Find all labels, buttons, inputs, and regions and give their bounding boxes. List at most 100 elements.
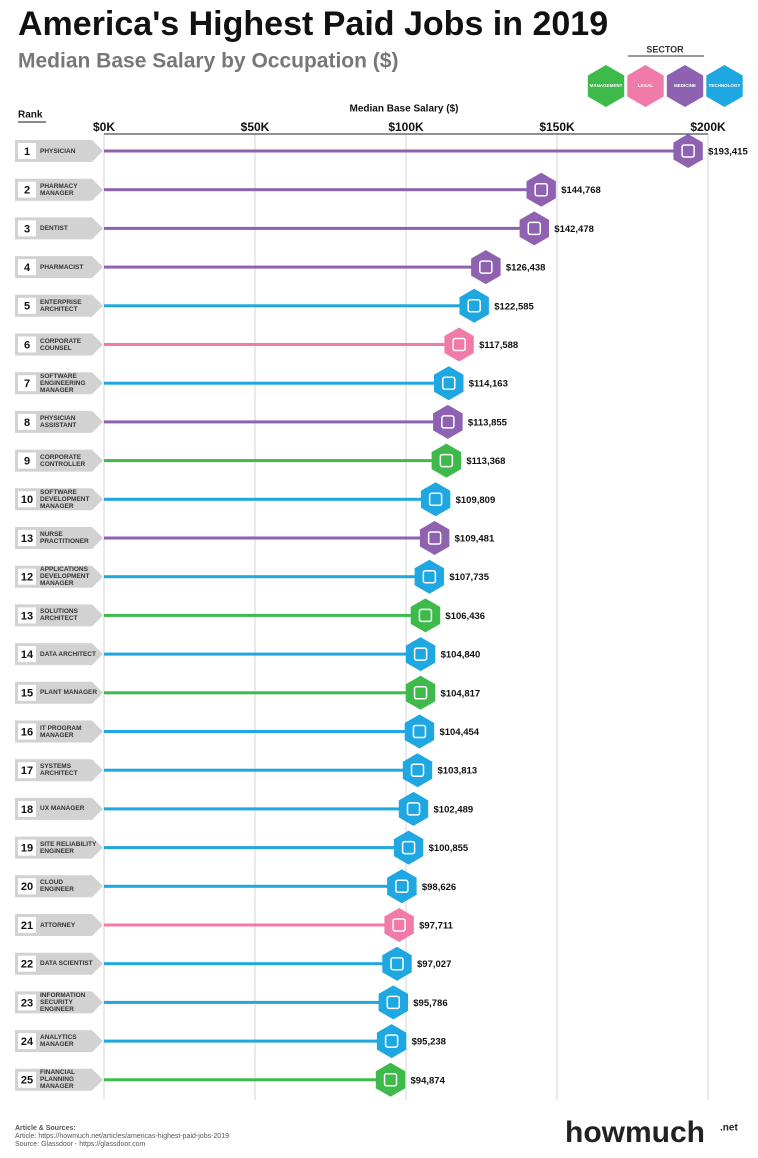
value-label: $122,585 <box>494 301 534 312</box>
occupation-label: CORPORATE COUNSEL <box>40 337 82 352</box>
rank-box <box>18 684 36 701</box>
label-plate <box>15 875 103 898</box>
rank-box <box>18 1033 36 1050</box>
rank: 8 <box>24 417 30 429</box>
icon-hex <box>404 714 435 749</box>
bar <box>104 459 447 463</box>
label-plate <box>15 720 103 743</box>
rank: 19 <box>21 843 33 855</box>
value-label: $113,368 <box>466 456 505 467</box>
rank-box <box>18 143 36 159</box>
label-plate <box>15 604 103 627</box>
icon-hex <box>419 521 450 555</box>
x-axis-title: Median Base Salary ($) <box>350 104 459 115</box>
rank: 22 <box>21 959 33 971</box>
bar <box>104 536 435 540</box>
x-tick-label: $50K <box>241 120 270 134</box>
label-plate <box>15 643 103 666</box>
rank-box <box>18 375 36 392</box>
icon-hex <box>431 443 462 478</box>
rank: 13 <box>21 533 33 545</box>
rank-box <box>18 762 36 779</box>
occupation-label: SOFTWARE ENGINEERING MANAGER <box>40 372 86 394</box>
bar <box>104 652 421 656</box>
rank-box <box>18 220 36 237</box>
occupation-label: PHYSICIAN ASSISTANT <box>40 414 77 429</box>
rank-box <box>18 723 36 740</box>
label-plate <box>15 140 103 162</box>
value-label: $98,626 <box>422 882 456 893</box>
legend-label: LEGAL <box>638 83 654 88</box>
rank: 6 <box>24 339 30 351</box>
bar <box>104 923 400 927</box>
icon-hex <box>375 1062 406 1097</box>
bar <box>104 381 449 385</box>
bar <box>104 575 430 579</box>
label-plate <box>15 565 103 588</box>
value-label: $109,481 <box>455 534 495 545</box>
icon-hex <box>519 211 549 246</box>
label-plate <box>15 217 103 240</box>
icon-glyph <box>418 608 433 623</box>
x-tick-label: $0K <box>93 120 115 134</box>
occupation-label: PHARMACIST <box>40 263 84 271</box>
occupation-label: UX MANAGER <box>40 805 85 813</box>
rank: 9 <box>24 456 30 468</box>
rank-box <box>18 568 36 585</box>
logo-suffix: .net <box>720 1123 738 1134</box>
icon-hex <box>405 675 436 710</box>
occupation-label: SYSTEMS ARCHITECT <box>40 763 78 778</box>
bar <box>104 962 398 966</box>
chart-subtitle: Median Base Salary by Occupation ($) <box>18 50 398 73</box>
bar <box>104 691 421 695</box>
value-label: $113,855 <box>468 417 508 428</box>
legend-label: MEDICINE <box>674 83 696 88</box>
label-plate <box>15 1030 103 1053</box>
icon-hex <box>410 598 441 633</box>
value-label: $104,840 <box>441 650 481 661</box>
occupation-label: SOLUTIONS ARCHITECT <box>40 608 78 623</box>
icon-hex <box>382 946 412 981</box>
occupation-label: ATTORNEY <box>40 921 76 929</box>
rank: 17 <box>21 765 33 777</box>
value-label: $109,809 <box>456 495 496 506</box>
bar <box>104 188 542 192</box>
bar <box>104 265 486 269</box>
icon-glyph <box>395 879 409 894</box>
occupation-label: ENTERPRISE ARCHITECT <box>40 298 82 313</box>
logo: howmuch <box>565 1116 705 1149</box>
occupation-label: NURSE PRACTITIONER <box>40 531 89 545</box>
label-plate <box>15 178 103 201</box>
bar <box>104 226 535 230</box>
icon-glyph <box>479 260 493 274</box>
icon-glyph <box>413 686 428 700</box>
label-plate <box>15 1068 103 1091</box>
rank: 25 <box>21 1075 33 1087</box>
rank: 24 <box>21 1036 34 1048</box>
icon-hex <box>378 985 408 1020</box>
bar <box>104 1000 394 1004</box>
value-label: $126,438 <box>506 263 546 274</box>
label-plate <box>15 333 103 356</box>
occupation-label: DENTIST <box>40 224 68 232</box>
occupation-label: APPLICATIONS DEVELOPMENT MANAGER <box>40 566 90 588</box>
rank-box <box>18 917 36 933</box>
bar <box>104 807 414 811</box>
icon-hex <box>387 869 417 904</box>
label-plate <box>15 681 103 704</box>
icon-glyph <box>467 299 481 313</box>
occupation-label: FINANCIAL PLANNING MANAGER <box>40 1069 75 1091</box>
icon-glyph <box>390 956 404 971</box>
icon-hex <box>384 908 414 942</box>
value-label: $102,489 <box>434 804 474 815</box>
icon-hex <box>673 134 703 168</box>
icon-hex <box>433 404 463 439</box>
bar <box>104 846 409 850</box>
legend-swatch <box>627 65 664 107</box>
value-label: $142,478 <box>554 224 594 235</box>
occupation-label: SITE RELIABILITY ENGINEER <box>40 840 97 855</box>
value-label: $95,786 <box>413 998 447 1009</box>
icon-glyph <box>439 453 454 468</box>
rank: 15 <box>21 688 33 700</box>
